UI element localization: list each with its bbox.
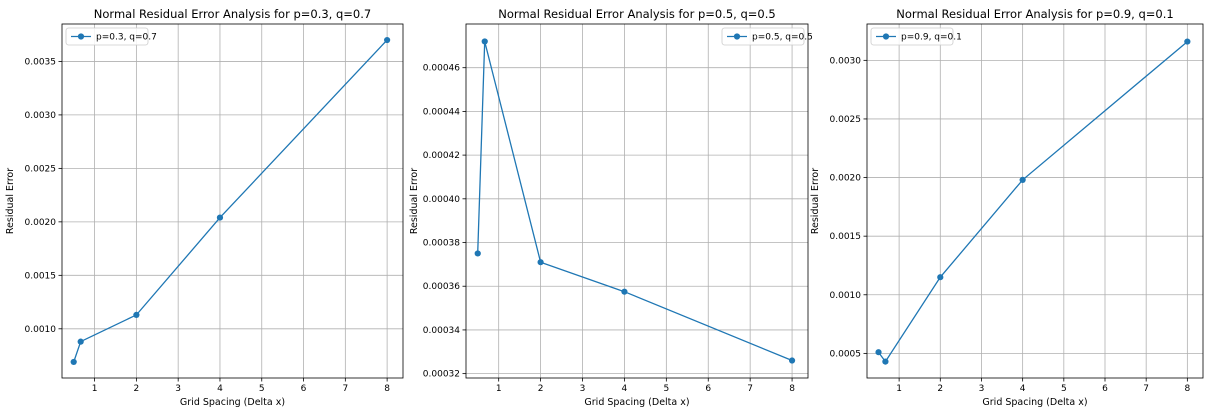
chart-title: Normal Residual Error Analysis for p=0.3…: [94, 7, 371, 21]
x-tick-label: 6: [1102, 384, 1108, 394]
chart-panel-3: 1 2 3 4 5 6 7 8 0.0005 0.0010 0.0015 0.0020 0.0025 0.…: [810, 7, 1204, 408]
data-point: [1184, 38, 1191, 45]
x-tick-label: 2: [134, 384, 140, 394]
data-point: [70, 358, 77, 366]
y-tick-label: 0.0030: [25, 111, 57, 121]
x-tick-label: 8: [1184, 384, 1190, 394]
x-tick-label: 1: [92, 384, 98, 394]
x-axis-label: Grid Spacing (Delta x): [180, 397, 285, 408]
axes-frame: [465, 23, 809, 379]
x-tick-label: 1: [896, 384, 902, 394]
data-point: [216, 214, 224, 221]
x-tick-label: 3: [979, 384, 985, 394]
y-tick-label: 0.00046: [423, 64, 460, 74]
data-point: [474, 250, 481, 257]
y-tick-label: 0.0005: [830, 349, 862, 359]
x-tick-label: 3: [580, 384, 586, 394]
legend: p=0.9, q=0.1: [870, 27, 962, 46]
y-tick-label: 0.00036: [423, 282, 460, 292]
data-point: [882, 358, 889, 365]
x-tick-label: 2: [538, 384, 544, 394]
data-point: [133, 311, 140, 319]
x-tick-label: 8: [789, 384, 795, 394]
axes-frame: [866, 23, 1204, 379]
data-point: [1019, 176, 1026, 184]
x-tick-label: 7: [1143, 384, 1149, 394]
chart-panel-2: 1 2 3 4 5 6 7 8 0.00032 0.00034 0.00036 0.00038 0.00…: [409, 7, 813, 408]
x-tick-label: 3: [175, 384, 181, 394]
x-tick-label: 7: [342, 384, 348, 394]
chart-title: Normal Residual Error Analysis for p=0.9…: [896, 7, 1173, 21]
x-tick-label: 6: [301, 384, 307, 394]
legend: p=0.3, q=0.7: [65, 27, 157, 46]
chart-panel-1: 1 2 3 4 5 6 7 8 0.0010 0.0015 0.0020 0.0025 0.0030 0.…: [5, 7, 404, 408]
x-tick-label: 4: [217, 384, 223, 394]
y-tick-label: 0.00038: [423, 239, 460, 249]
y-tick-label: 0.0010: [830, 291, 862, 301]
chart-title: Normal Residual Error Analysis for p=0.5…: [498, 7, 775, 21]
y-tick-label: 0.00042: [423, 151, 460, 161]
axes-frame: [61, 23, 404, 379]
legend: p=0.5, q=0.5: [721, 27, 813, 46]
data-point: [481, 38, 488, 45]
y-tick-label: 0.0025: [830, 115, 862, 125]
legend-box: [721, 27, 805, 46]
legend-box: [870, 27, 954, 46]
y-axis-label: Residual Error: [5, 168, 16, 234]
legend-label: p=0.9, q=0.1: [901, 33, 962, 43]
y-tick-label: 0.0015: [25, 271, 57, 281]
y-axis-label: Residual Error: [810, 168, 821, 234]
x-tick-label: 4: [622, 384, 628, 394]
x-tick-label: 1: [496, 384, 502, 394]
y-tick-label: 0.00044: [423, 107, 460, 117]
legend-marker: [733, 33, 741, 40]
legend-marker: [882, 33, 890, 40]
y-tick-label: 0.00032: [423, 370, 460, 380]
y-tick-label: 0.0015: [830, 232, 862, 242]
data-point: [937, 274, 944, 281]
y-tick-label: 0.00040: [423, 195, 460, 205]
legend-label: p=0.3, q=0.7: [96, 33, 157, 43]
x-tick-label: 5: [1061, 384, 1067, 394]
x-tick-label: 4: [1020, 384, 1026, 394]
data-point: [537, 259, 544, 266]
y-tick-label: 0.0020: [25, 218, 57, 228]
y-tick-label: 0.0020: [830, 174, 862, 184]
x-tick-label: 5: [259, 384, 265, 394]
data-point: [384, 36, 391, 44]
x-tick-label: 5: [663, 384, 669, 394]
legend-box: [65, 27, 149, 46]
legend-label: p=0.5, q=0.5: [752, 33, 813, 43]
x-tick-label: 7: [747, 384, 753, 394]
data-point: [77, 338, 84, 345]
y-tick-label: 0.00034: [423, 326, 460, 336]
x-tick-label: 6: [705, 384, 711, 394]
y-tick-label: 0.0035: [25, 57, 57, 67]
x-axis-label: Grid Spacing (Delta x): [584, 397, 689, 408]
data-point: [788, 357, 796, 364]
legend-marker: [77, 33, 85, 40]
y-tick-label: 0.0010: [25, 325, 57, 335]
x-axis-label: Grid Spacing (Delta x): [982, 397, 1087, 408]
data-point: [621, 288, 628, 295]
x-tick-label: 2: [937, 384, 943, 394]
y-tick-label: 0.0025: [25, 164, 57, 174]
y-tick-label: 0.0030: [830, 56, 862, 66]
data-point: [875, 349, 882, 356]
x-tick-label: 8: [384, 384, 390, 394]
y-axis-label: Residual Error: [409, 168, 420, 234]
